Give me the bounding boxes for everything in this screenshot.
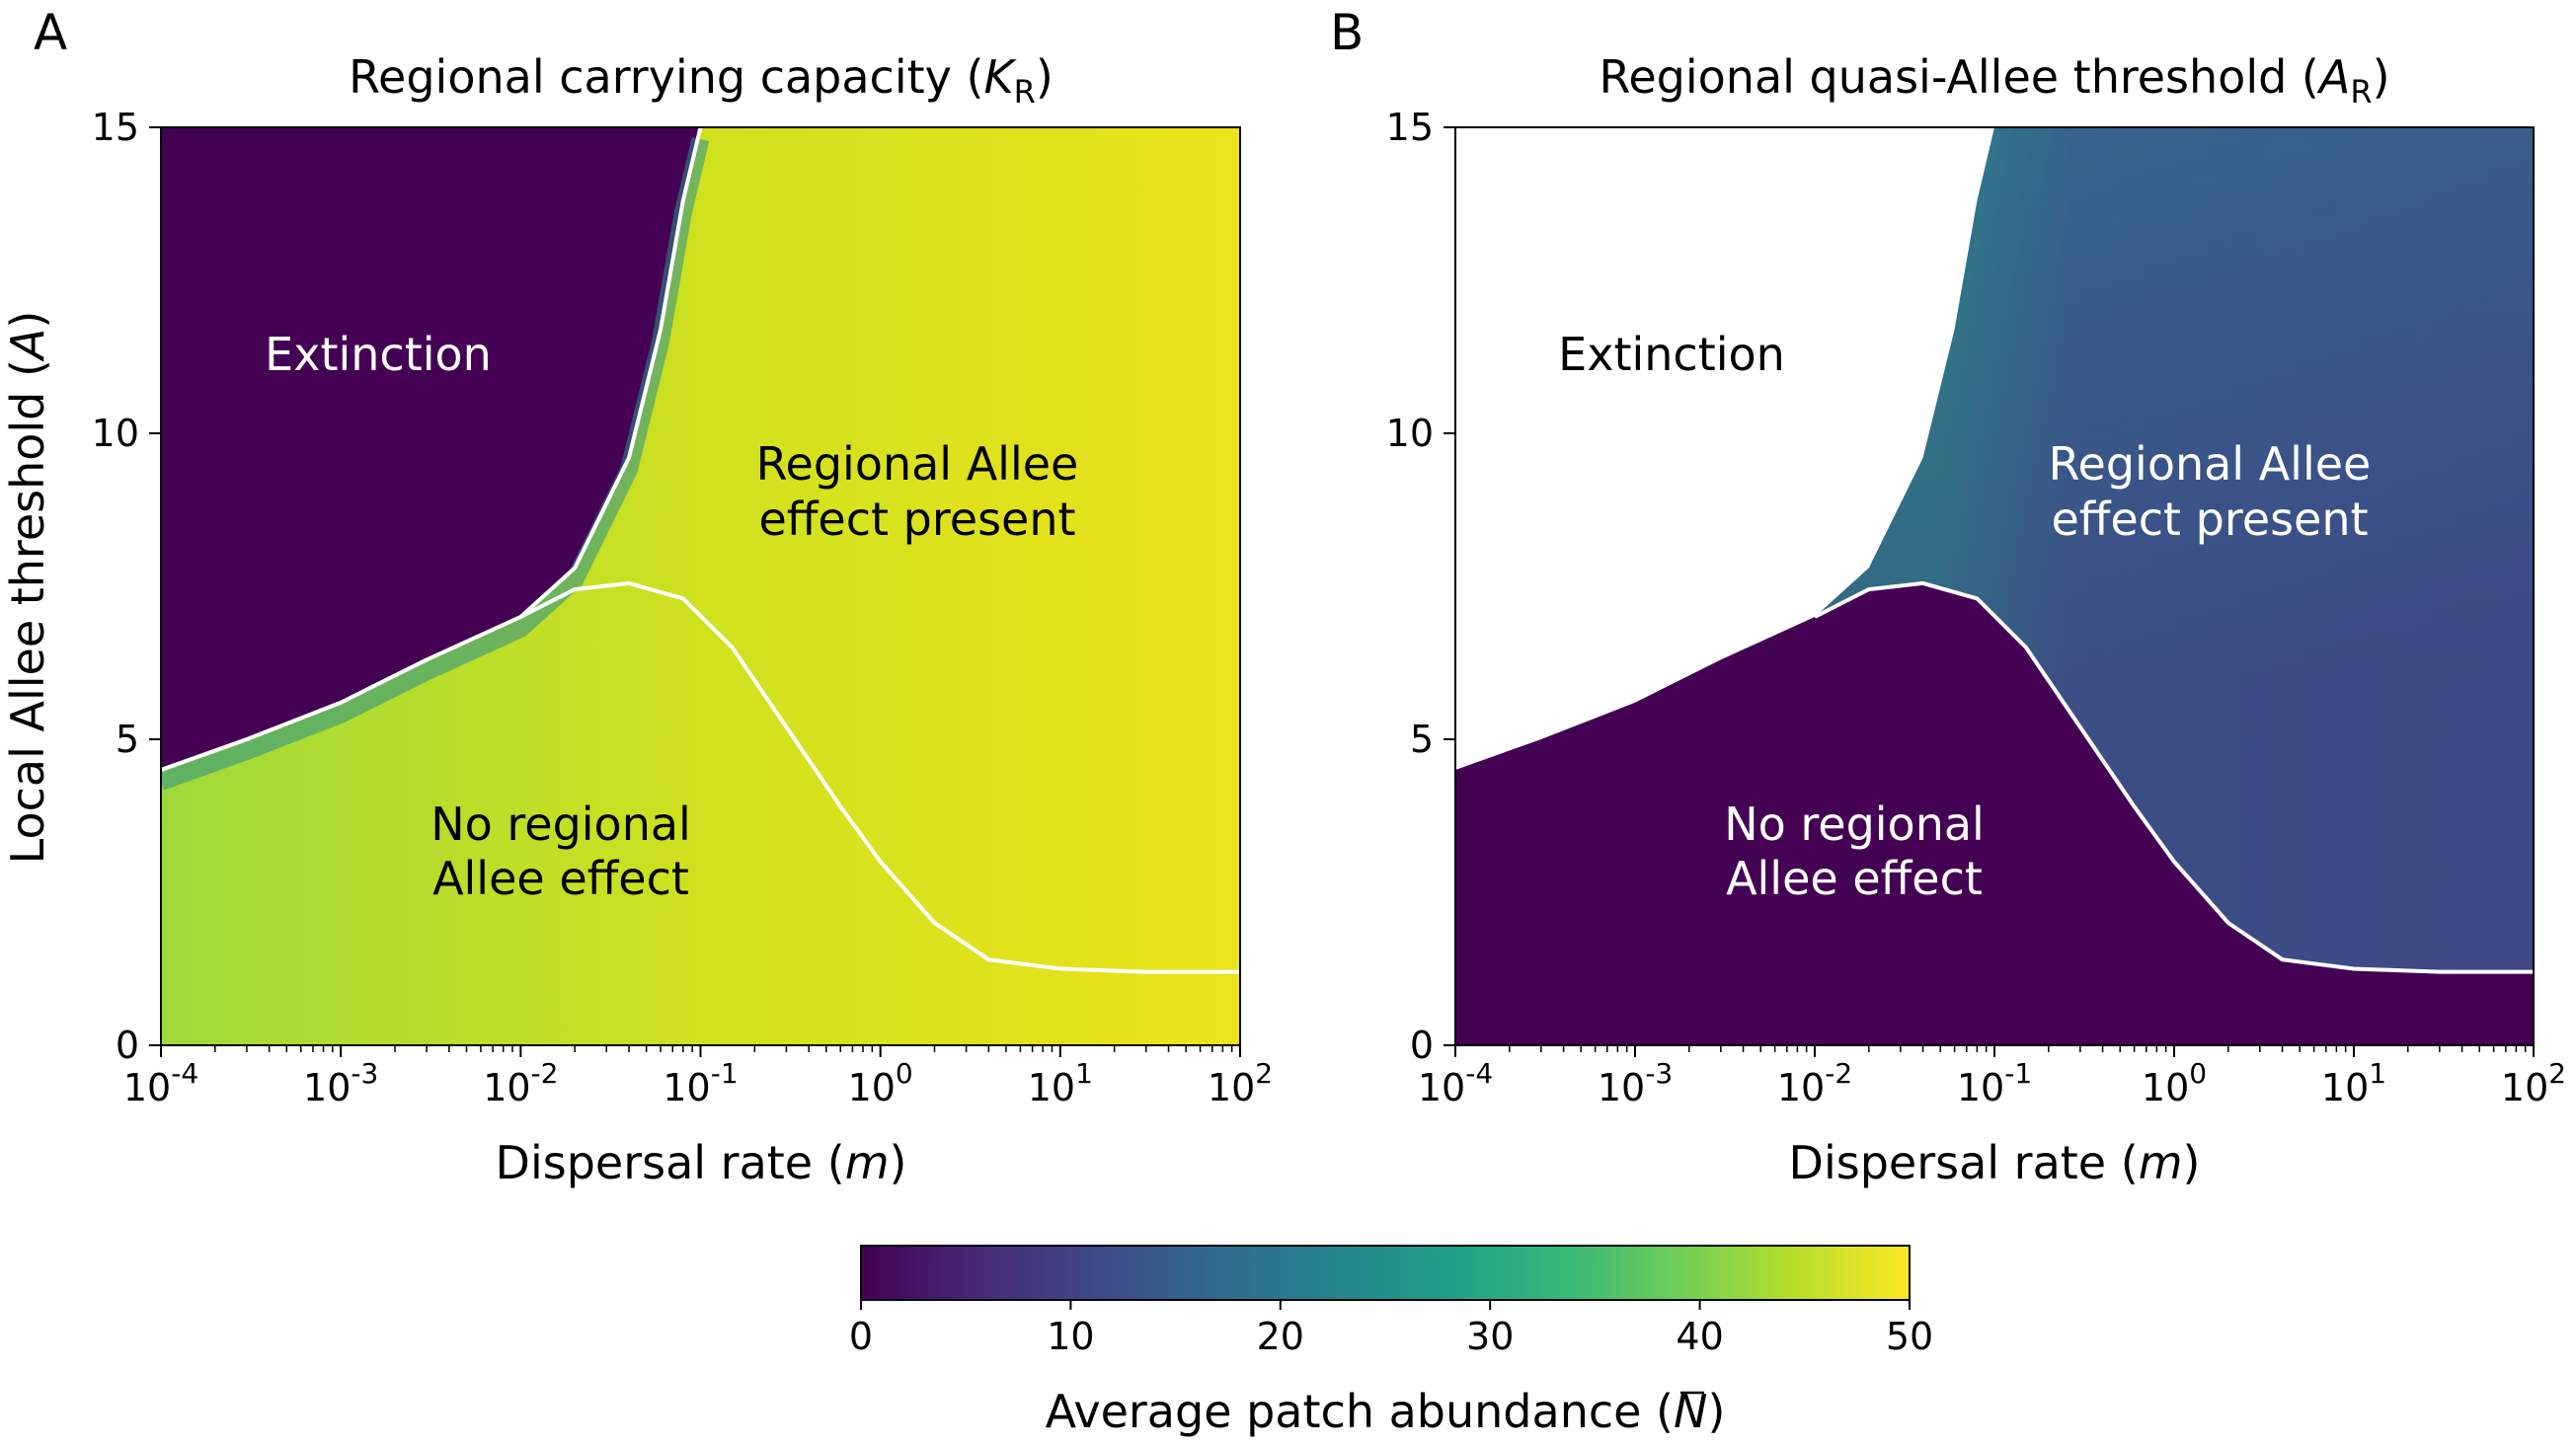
panel-b-regional-allee-boundary-line — [1814, 580, 2534, 974]
y-tick-label: 10 — [1386, 412, 1434, 455]
panel-b-label-extinction: Extinction — [1558, 328, 1785, 381]
colorbar-tick-label: 40 — [1676, 1315, 1723, 1358]
panel-label-a: A — [34, 4, 67, 61]
y-tick-label: 0 — [1410, 1024, 1434, 1067]
colorbar-tick-label: 30 — [1466, 1315, 1514, 1358]
x-tick-label: 101 — [2321, 1057, 2386, 1109]
x-tick-label: 102 — [2501, 1057, 2566, 1109]
panel-a-label-regional-allee-2: effect present — [758, 493, 1075, 546]
panel-b-x-ticks: 10-4 10-3 10-2 10-1 100 101 102 — [1418, 1045, 2566, 1109]
x-tick-label: 10-3 — [303, 1057, 378, 1109]
colorbar-tick-label: 20 — [1257, 1315, 1304, 1358]
colorbar: 0 10 20 30 40 50 Average patch abundance (N) — [849, 1245, 1933, 1438]
panel-a: Regional carrying capacity (KR) 10-4 10-3… — [1, 50, 1273, 1189]
x-tick-label: 10-3 — [1598, 1057, 1673, 1109]
panel-a-extinction-boundary-line — [160, 126, 703, 772]
panel-b-x-axis-label: Dispersal rate (m) — [1789, 1136, 2201, 1189]
x-tick-label: 10-4 — [123, 1057, 198, 1109]
panel-a-label-no-regional-2: Allee effect — [432, 852, 689, 905]
panel-a-extinction-region — [161, 127, 701, 770]
y-tick-label: 0 — [116, 1024, 139, 1067]
panel-a-y-ticks: 0 5 10 15 — [92, 106, 161, 1067]
x-tick-label: 10-1 — [1957, 1057, 2032, 1109]
panel-b-title: Regional quasi-Allee threshold (AR) — [1599, 50, 2389, 111]
x-tick-label: 100 — [848, 1057, 913, 1109]
x-tick-label: 10-4 — [1418, 1057, 1493, 1109]
x-tick-label: 102 — [1208, 1057, 1273, 1109]
x-tick-label: 100 — [2142, 1057, 2207, 1109]
x-tick-label: 10-2 — [483, 1057, 558, 1109]
panel-b-y-ticks: 0 5 10 15 — [1386, 106, 1455, 1067]
colorbar-label: Average patch abundance (N) — [1046, 1385, 1726, 1438]
panel-b-label-regional-allee-1: Regional Allee — [2049, 437, 2372, 491]
panel-label-b: B — [1330, 4, 1364, 61]
panel-a-x-ticks: 10-4 10-3 10-2 10-1 100 101 102 — [123, 1045, 1273, 1109]
y-tick-label: 15 — [92, 106, 139, 149]
colorbar-ticks: 0 10 20 30 40 50 — [849, 1300, 1933, 1358]
panel-b-label-no-regional-2: Allee effect — [1726, 852, 1983, 905]
colorbar-tick-label: 50 — [1886, 1315, 1933, 1358]
x-tick-label: 10-2 — [1777, 1057, 1852, 1109]
panel-a-regional-allee-boundary-line — [519, 580, 1240, 974]
panel-a-y-axis-label: Local Allee threshold (A) — [1, 311, 54, 865]
x-tick-label: 10-1 — [663, 1057, 738, 1109]
panel-a-plot-area — [161, 127, 1240, 1045]
panel-b-label-no-regional-1: No regional — [1724, 798, 1985, 851]
y-tick-label: 5 — [1410, 718, 1434, 761]
panel-b: Regional quasi-Allee threshold (AR) 10-4… — [1386, 50, 2566, 1189]
colorbar-tick-label: 0 — [849, 1315, 873, 1358]
y-tick-label: 10 — [92, 412, 139, 455]
panel-a-label-no-regional-1: No regional — [430, 798, 691, 851]
panel-a-label-regional-allee-1: Regional Allee — [756, 437, 1079, 491]
y-tick-label: 5 — [116, 718, 139, 761]
panel-b-extinction-region — [1455, 127, 1994, 770]
y-tick-label: 15 — [1386, 106, 1434, 149]
colorbar-gradient — [860, 1245, 1911, 1301]
x-tick-label: 101 — [1028, 1057, 1093, 1109]
panel-a-x-axis-label: Dispersal rate (m) — [496, 1136, 907, 1189]
panel-b-no-regional-allee-region — [1455, 582, 2534, 1045]
panel-a-label-extinction: Extinction — [265, 328, 492, 381]
panel-a-title: Regional carrying capacity (KR) — [349, 50, 1054, 111]
panel-b-plot-area — [1455, 127, 2534, 1045]
colorbar-tick-label: 10 — [1047, 1315, 1094, 1358]
panel-b-label-regional-allee-2: effect present — [2051, 493, 2368, 546]
